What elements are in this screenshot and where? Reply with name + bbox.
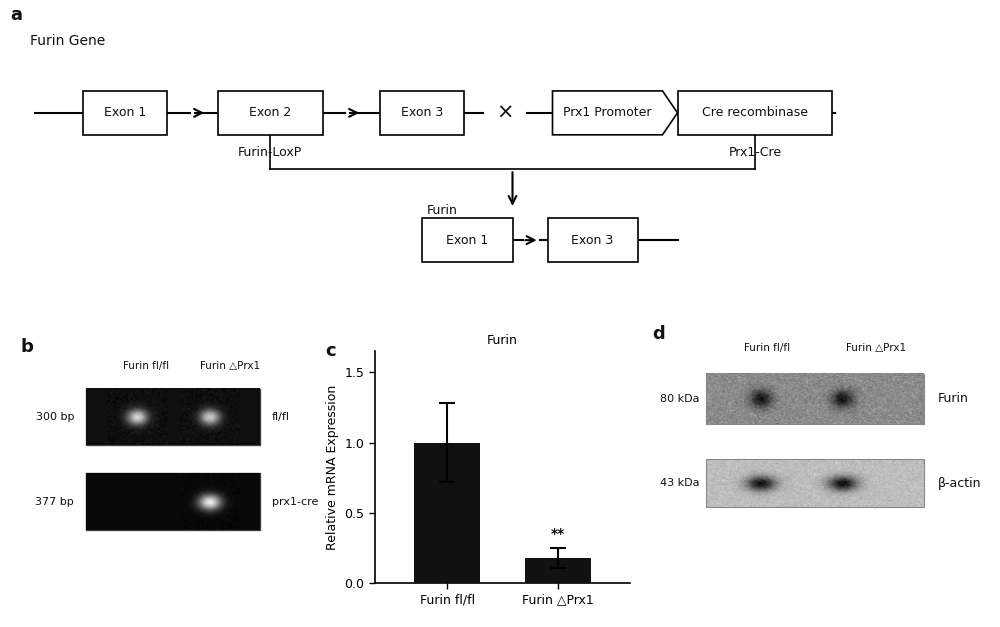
Text: 300 bp: 300 bp [36,412,74,422]
Text: fl/fl: fl/fl [272,412,290,422]
Text: Furin △Prx1: Furin △Prx1 [200,361,260,371]
Text: Furin fl/fl: Furin fl/fl [123,361,169,371]
Text: b: b [20,338,33,356]
Text: Prx1-Cre: Prx1-Cre [728,146,782,159]
Text: Exon 3: Exon 3 [401,107,443,119]
FancyBboxPatch shape [86,473,260,530]
Title: Furin: Furin [487,334,518,347]
Polygon shape [552,91,678,135]
Text: c: c [325,342,336,360]
Text: Prx1 Promoter: Prx1 Promoter [563,107,652,119]
Text: 80 kDa: 80 kDa [660,394,699,404]
Text: Furin fl/fl: Furin fl/fl [744,344,790,354]
Text: Furin: Furin [937,393,968,405]
Bar [525,558,591,583]
Text: prx1-cre: prx1-cre [272,497,318,507]
FancyBboxPatch shape [86,389,260,445]
FancyBboxPatch shape [218,91,323,135]
FancyBboxPatch shape [548,218,638,262]
Text: Furin Gene: Furin Gene [30,34,105,48]
Bar [414,443,480,583]
FancyBboxPatch shape [422,218,512,262]
Text: Furin △Prx1: Furin △Prx1 [846,344,906,354]
Y-axis label: Relative mRNA Expression: Relative mRNA Expression [326,384,339,550]
Text: 43 kDa: 43 kDa [660,478,699,488]
Text: β-actin: β-actin [937,477,981,490]
Text: **: ** [551,527,565,541]
Text: a: a [10,6,22,24]
Text: Furin: Furin [427,204,457,217]
Text: Exon 3: Exon 3 [571,234,614,246]
Text: d: d [652,325,665,343]
FancyBboxPatch shape [380,91,464,135]
FancyBboxPatch shape [82,91,167,135]
Text: Exon 1: Exon 1 [104,107,146,119]
FancyBboxPatch shape [678,91,832,135]
Text: 377 bp: 377 bp [35,497,74,507]
Text: Furin-LoxP: Furin-LoxP [238,146,302,159]
Text: ×: × [496,103,514,123]
Text: Cre recombinase: Cre recombinase [702,107,808,119]
Text: Exon 1: Exon 1 [446,234,489,246]
Text: Exon 2: Exon 2 [249,107,291,119]
